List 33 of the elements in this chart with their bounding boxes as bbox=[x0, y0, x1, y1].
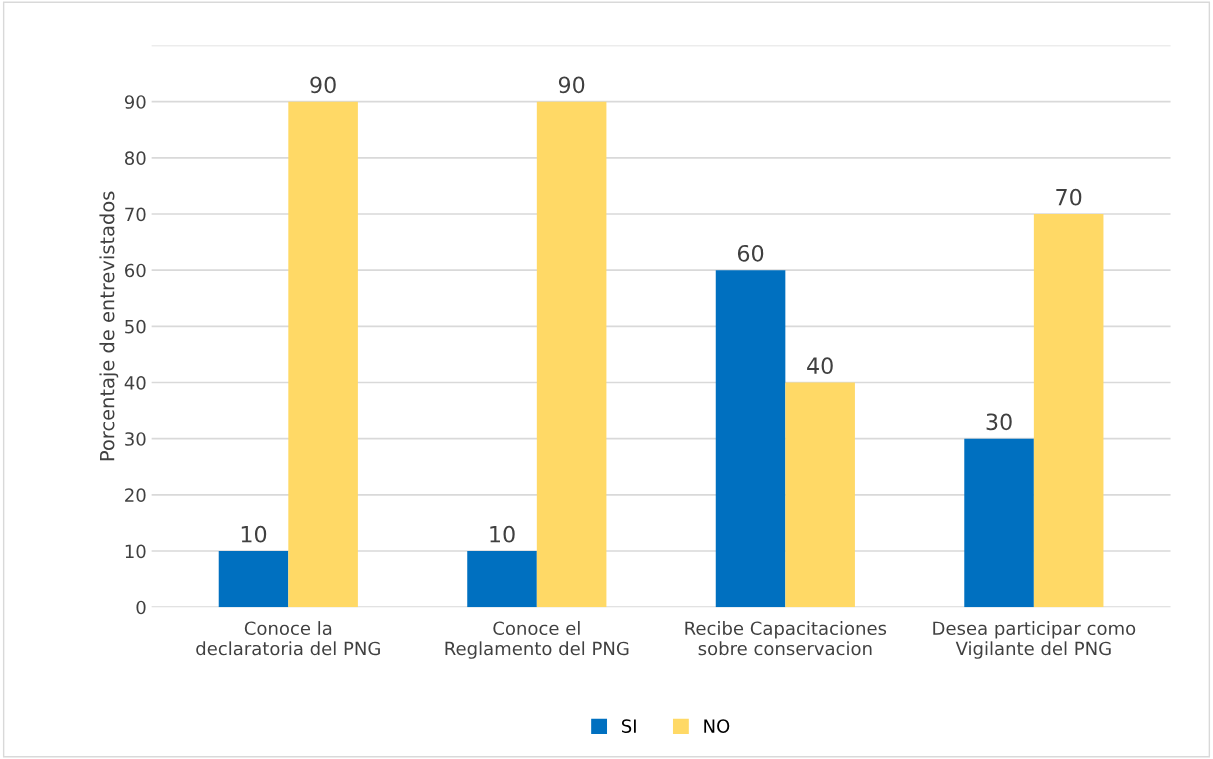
data-label: 70 bbox=[1056, 188, 1082, 206]
y-tick-label: 10 bbox=[125, 544, 146, 559]
bar bbox=[218, 551, 289, 608]
y-tick-label: 70 bbox=[125, 207, 146, 222]
y-tick-label: 0 bbox=[136, 600, 146, 615]
data-label: 10 bbox=[490, 525, 515, 543]
data-label: 10 bbox=[241, 525, 267, 543]
bar bbox=[536, 101, 607, 608]
y-tick-label: 40 bbox=[124, 376, 146, 390]
bar bbox=[964, 438, 1034, 608]
bar bbox=[785, 382, 855, 608]
y-tick-label: 60 bbox=[125, 263, 146, 278]
y-tick-label: 50 bbox=[125, 319, 146, 334]
y-tick-label: 80 bbox=[125, 151, 146, 165]
bar bbox=[288, 101, 358, 608]
data-label: 30 bbox=[986, 413, 1012, 431]
y-axis-title: Porcentaje de entrevistados bbox=[99, 191, 119, 461]
x-tick-label: Recibe Capacitaciones sobre conservacion bbox=[685, 621, 887, 656]
bar bbox=[467, 551, 537, 608]
data-label: 40 bbox=[807, 357, 833, 375]
data-label: 60 bbox=[737, 244, 764, 262]
data-label: 90 bbox=[310, 76, 336, 94]
x-tick-label: Desea participar como Vigilante del PNG bbox=[933, 621, 1136, 659]
y-tick-label: 20 bbox=[125, 488, 146, 502]
y-tick-label: 90 bbox=[124, 95, 146, 109]
y-tick-label: 30 bbox=[125, 432, 146, 446]
legend-label: SI bbox=[621, 719, 636, 733]
bar bbox=[715, 270, 786, 608]
legend-label: NO bbox=[704, 719, 730, 733]
bar bbox=[1033, 214, 1104, 608]
data-label: 90 bbox=[558, 76, 585, 94]
x-tick-label: Conoce la declaratoria del PNG bbox=[196, 621, 380, 656]
x-tick-label: Conoce el Reglamento del PNG bbox=[445, 621, 629, 659]
